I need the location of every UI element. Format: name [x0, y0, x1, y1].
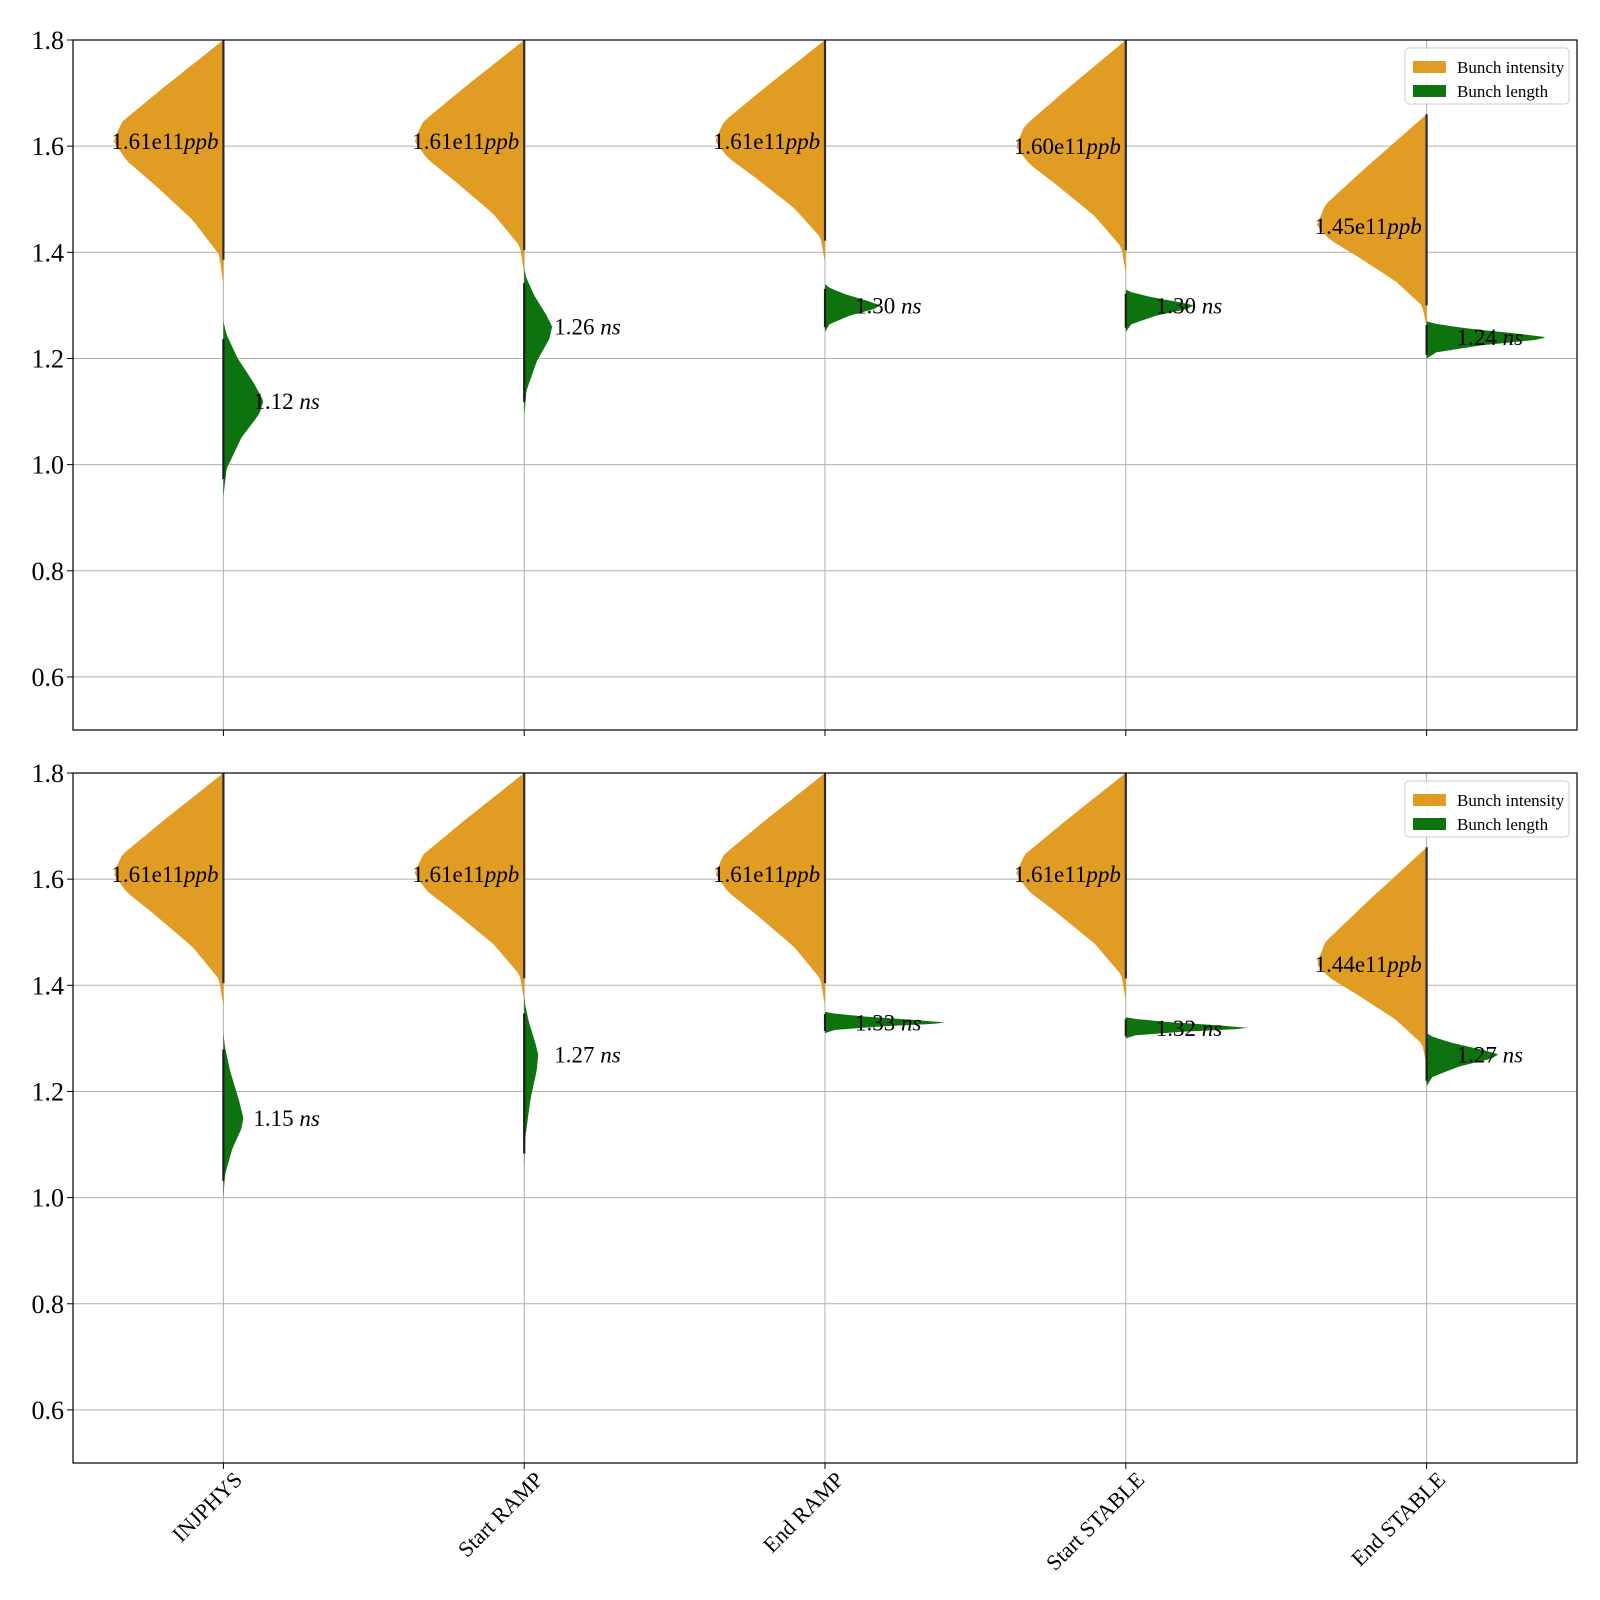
y-tick-label: 1.8 — [32, 759, 65, 788]
intensity-violin — [414, 773, 525, 1002]
y-tick-label: 0.6 — [32, 1396, 65, 1425]
intensity-violin — [1317, 847, 1427, 1065]
length-label: 1.12 ns — [253, 389, 320, 414]
length-violin — [223, 1033, 244, 1198]
legend-swatch — [1413, 85, 1446, 97]
y-tick-label: 1.8 — [32, 26, 65, 55]
intensity-violin — [715, 773, 825, 1007]
y-tick-label: 1.4 — [32, 238, 65, 267]
x-category-label: End RAMP — [758, 1467, 849, 1558]
intensity-label: 1.61e11ppb — [412, 129, 519, 154]
length-violin — [524, 268, 553, 417]
intensity-violin — [1016, 40, 1126, 274]
intensity-violin — [113, 40, 224, 285]
intensity-label: 1.61e11ppb — [412, 862, 519, 887]
intensity-label: 1.45e11ppb — [1315, 214, 1422, 239]
axes-frame — [72, 772, 1578, 1464]
axes-frame — [72, 39, 1578, 731]
y-tick-label: 1.2 — [32, 344, 65, 373]
y-tick-label: 1.4 — [32, 971, 65, 1000]
intensity-label: 1.61e11ppb — [713, 862, 820, 887]
length-label: 1.15 ns — [253, 1106, 320, 1131]
intensity-violin — [114, 773, 224, 1007]
length-label: 1.32 ns — [1156, 1016, 1223, 1041]
legend-swatch — [1413, 794, 1446, 806]
length-label: 1.26 ns — [554, 315, 621, 340]
violins: 1.61e11ppb 1.12 ns 1.61e11ppb 1.26 ns 1.61e1… — [111, 40, 1546, 497]
length-violin — [1125, 1017, 1248, 1039]
y-tick-label: 1.6 — [32, 132, 65, 161]
length-violin — [825, 284, 880, 332]
length-violin — [1426, 1033, 1498, 1087]
length-violin — [524, 995, 539, 1172]
length-violin — [223, 321, 264, 497]
x-category-label: INJPHYS — [167, 1467, 247, 1547]
length-label: 1.30 ns — [855, 293, 922, 318]
y-tick-label: 1.6 — [32, 865, 65, 894]
length-violin — [1426, 321, 1546, 359]
y-tick-label: 1.0 — [32, 1184, 65, 1213]
y-tick-label: 0.8 — [32, 557, 65, 586]
x-category-label: Start RAMP — [453, 1467, 548, 1562]
legend-label: Bunch length — [1457, 815, 1549, 834]
legend-swatch — [1413, 61, 1446, 73]
x-category-label: Start STABLE — [1041, 1467, 1149, 1575]
intensity-label: 1.44e11ppb — [1315, 952, 1422, 977]
intensity-label: 1.60e11ppb — [1014, 134, 1121, 159]
intensity-violin — [415, 40, 525, 274]
length-violin — [1125, 289, 1194, 332]
intensity-label: 1.61e11ppb — [713, 129, 820, 154]
violins: 1.61e11ppb 1.15 ns 1.61e11ppb 1.27 ns 1.61e1… — [111, 773, 1523, 1198]
y-tick-label: 1.2 — [32, 1077, 65, 1106]
legend-label: Bunch intensity — [1457, 58, 1565, 77]
y-tick-label: 1.0 — [32, 451, 65, 480]
length-label: 1.27 ns — [554, 1042, 621, 1067]
length-label: 1.27 ns — [1457, 1042, 1524, 1067]
intensity-label: 1.61e11ppb — [111, 129, 218, 154]
intensity-label: 1.61e11ppb — [111, 862, 218, 887]
x-category-label: End STABLE — [1346, 1467, 1450, 1571]
length-label: 1.30 ns — [1156, 293, 1223, 318]
length-label: 1.33 ns — [855, 1010, 922, 1035]
intensity-label: 1.61e11ppb — [1014, 862, 1121, 887]
intensity-violin — [1016, 773, 1126, 1002]
y-tick-label: 0.8 — [32, 1290, 65, 1319]
length-label: 1.24 ns — [1457, 325, 1524, 350]
intensity-violin — [716, 40, 825, 263]
y-tick-label: 0.6 — [32, 663, 65, 692]
legend-label: Bunch intensity — [1457, 791, 1565, 810]
length-violin — [825, 1011, 945, 1034]
legend-label: Bunch length — [1457, 82, 1549, 101]
legend-swatch — [1413, 818, 1446, 830]
intensity-violin — [1316, 114, 1427, 327]
